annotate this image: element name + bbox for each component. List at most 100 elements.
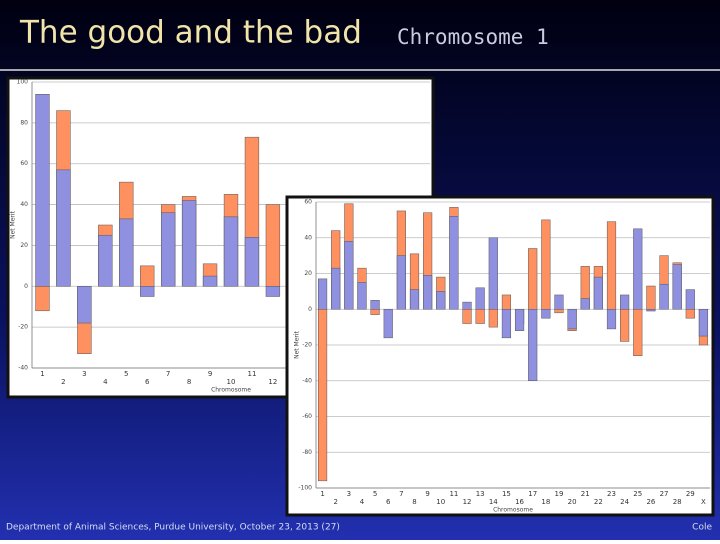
x-tick-label: 1 [40,370,44,378]
y-tick-label: -20 [302,342,312,349]
bar [317,309,328,482]
y-tick-label: 20 [20,242,28,249]
bar [501,309,512,339]
chart: -100-80-60-40-20020406012345678910111213… [285,195,715,517]
y-axis-label: Net Merit [294,330,301,358]
x-tick-label: 27 [660,490,669,498]
bar [140,265,155,287]
x-tick-label: 1 [320,490,324,498]
bar [202,275,218,287]
x-tick-label: 15 [502,490,511,498]
bar [265,286,281,297]
bar [370,300,380,310]
x-tick-label: 24 [620,498,629,506]
x-tick-label: 3 [82,370,86,378]
y-tick-label: 0 [24,283,28,290]
x-tick-label: 10 [436,498,445,506]
y-axis-label: Net Merit [10,210,17,238]
y-tick-label: -60 [302,413,312,420]
bar [35,286,50,312]
bar [436,291,446,310]
bar [77,286,92,324]
bar [646,309,656,312]
x-tick-label: 11 [247,370,256,378]
bar [528,248,538,310]
bar [331,267,341,310]
x-tick-label: 4 [103,378,108,386]
x-tick-label: 9 [208,370,212,378]
bar [488,237,498,310]
y-tick-label: -20 [18,324,28,331]
bar [370,309,380,315]
bar [593,276,603,310]
bar [462,309,472,324]
y-tick-label: 40 [20,201,28,208]
y-tick-label: 0 [308,306,312,313]
x-tick-label: 14 [489,498,498,506]
y-tick-label: 80 [20,119,28,126]
bar [606,309,617,330]
bar [672,264,682,310]
x-tick-label: 3 [347,490,351,498]
y-tick-label: -100 [298,485,312,492]
bar [449,216,459,310]
bar [633,309,643,356]
x-tick-label: 19 [555,490,564,498]
x-tick-label: 9 [425,490,429,498]
y-tick-label: 20 [304,270,312,277]
bar [423,275,433,310]
bar [528,309,538,381]
x-tick-label: 5 [373,490,377,498]
x-tick-label: 20 [568,498,577,506]
bar [554,309,564,314]
bar [344,241,354,310]
footer: Department of Animal Sciences, Purdue Un… [6,523,340,533]
y-tick-label: 60 [20,160,28,167]
bar [475,309,485,324]
x-axis-label: Chromosome [211,387,251,394]
bar [488,309,498,328]
x-tick-label: 12 [268,378,277,386]
x-tick-label: 21 [581,490,590,498]
bar [383,309,393,339]
x-tick-label: 28 [673,498,682,506]
x-tick-label: 7 [399,490,403,498]
x-tick-label: 10 [227,378,236,386]
bar [409,289,420,310]
x-axis-label: Chromosome [493,507,533,514]
bar [698,309,709,337]
bar [646,285,656,310]
x-tick-label: 2 [333,498,337,506]
bar [659,283,669,310]
x-tick-label: 17 [528,490,537,498]
bar [475,287,485,310]
x-tick-label: 29 [686,490,695,498]
y-tick-label: -40 [18,365,28,372]
bar [514,309,525,331]
x-tick-label: 13 [476,490,485,498]
x-tick-label: 6 [386,498,391,506]
y-tick-label: 100 [17,79,29,86]
x-tick-label: 12 [463,498,472,506]
y-tick-label: 60 [304,199,312,206]
x-tick-label: 18 [541,498,550,506]
bar [633,228,643,310]
bar [567,309,577,330]
bar [541,219,551,310]
x-tick-label: 4 [360,498,365,506]
bar [357,282,367,310]
bar [685,309,695,319]
bar [606,221,617,310]
x-tick-label: 2 [61,378,65,386]
bar [580,298,590,310]
x-tick-label: 26 [646,498,655,506]
x-tick-label: 5 [124,370,128,378]
bar [265,204,281,287]
x-tick-label: 11 [449,490,458,498]
x-tick-label: 6 [145,378,150,386]
x-tick-label: X [701,498,706,506]
bar [396,255,406,310]
x-tick-label: 22 [594,498,603,506]
bar [223,216,239,287]
